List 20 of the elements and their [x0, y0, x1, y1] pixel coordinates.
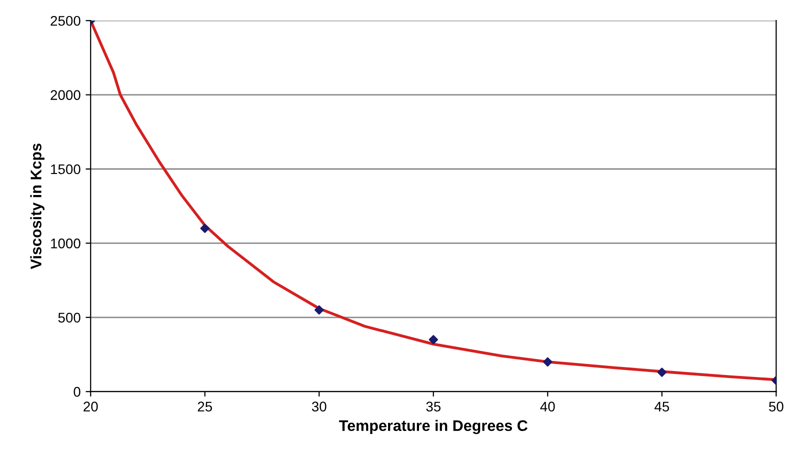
y-axis-title: Viscosity in Kcps	[30, 144, 44, 270]
y-tick-label: 1500	[51, 164, 80, 174]
x-tick-label: 45	[654, 402, 670, 412]
y-tick-label: 2000	[50, 90, 80, 100]
point	[200, 224, 210, 233]
y-tick-label: 0	[74, 386, 80, 397]
point	[428, 335, 438, 344]
x-tick-label: 50	[769, 402, 784, 412]
x-tick-label: 40	[540, 402, 555, 412]
y-tick-label: 500	[58, 312, 80, 323]
x-tick-label: 30	[312, 402, 326, 412]
point	[543, 357, 552, 367]
point	[314, 305, 324, 315]
x-tick-label: 25	[198, 402, 212, 412]
x-tick-label: 20	[84, 402, 98, 412]
x-tick-label: 35	[426, 402, 441, 412]
y-tick-label: 2500	[50, 16, 80, 26]
x-axis-title: Temperature in Degrees C	[339, 420, 528, 434]
point	[657, 368, 667, 377]
y-tick-label: 1000	[51, 238, 80, 248]
